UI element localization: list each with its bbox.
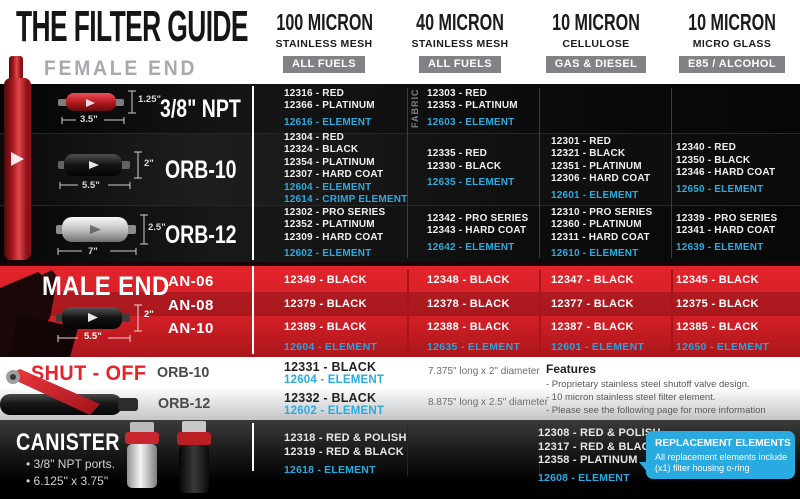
female-row-orb10-bg: [0, 133, 800, 206]
divider-canister-1: [407, 424, 408, 476]
divider-male-3: [671, 270, 673, 352]
male-cell: 12389 - BLACK: [284, 321, 367, 333]
divider-col3-col4: [671, 88, 672, 258]
shutoff-size: 8.875" long x 2.5" diameter: [428, 397, 548, 408]
cell-orb10-100micron: 12304 - RED 12324 - BLACK 12354 - PLATIN…: [284, 131, 408, 206]
male-cell: 12345 - BLACK: [676, 274, 759, 286]
male-end-heading: MALE END: [42, 271, 170, 301]
shutoff-part: 12331 - BLACK: [284, 360, 377, 374]
male-element-cell: 12635 - ELEMENT: [427, 341, 521, 353]
page-title: THE FILTER GUIDE: [16, 2, 249, 51]
row-label-orb10: ORB-10: [165, 156, 237, 184]
column-header-40-micron: 40 MICRON STAINLESS MESH ALL FUELS: [392, 10, 528, 73]
canister-product-photo: [125, 421, 211, 493]
male-an08-stripe: [0, 292, 800, 316]
npt-filter-image: [58, 90, 136, 124]
male-length-dim: 5.5": [84, 331, 102, 342]
npt-length-dim: 3.5": [80, 114, 98, 125]
canister-heading: CANISTER: [16, 429, 120, 456]
shutoff-row1-bg: [0, 357, 800, 389]
male-cell: 12379 - BLACK: [284, 298, 367, 310]
shutoff-part: 12332 - BLACK: [284, 391, 377, 405]
orb10-filter-image: [58, 151, 142, 189]
shutoff-valve-product-photo: [0, 369, 138, 415]
male-element-cell: 12650 - ELEMENT: [676, 341, 770, 353]
fuel-badge: GAS & DIESEL: [545, 56, 647, 73]
male-cell: 12387 - BLACK: [551, 321, 634, 333]
divider-col2-col3: [539, 88, 540, 258]
divider-male-1: [407, 270, 409, 352]
male-filter-image: [56, 304, 142, 342]
orb12-filter-image: [56, 214, 148, 255]
male-fitting-product-photo: [0, 270, 78, 357]
orb12-height-dim: 2.5": [148, 222, 166, 233]
cell-orb12-40micron: 12342 - PRO SERIES 12343 - HARD COAT 126…: [427, 212, 529, 253]
shutoff-features: Features - Proprietary stainless steel s…: [546, 362, 766, 416]
cell-orb10-microglass: 12340 - RED 12350 - BLACK 12346 - HARD C…: [676, 142, 776, 195]
male-element-cell: 12604 - ELEMENT: [284, 341, 378, 353]
orb12-length-dim: 7": [88, 246, 98, 257]
row-label-orb12: ORB-12: [165, 221, 237, 249]
row-label-npt: 3/8" NPT: [160, 95, 241, 123]
male-row-label-an08: AN-08: [168, 297, 214, 314]
cell-orb10-40micron: 12335 - RED 12330 - BLACK 12635 - ELEMEN…: [427, 148, 515, 189]
canister-bullets: • 3/8" NPT ports. • 6.125" x 3.75": [26, 457, 115, 488]
cell-canister-100micron: 12318 - RED & POLISH 12319 - RED & BLACK…: [284, 432, 407, 476]
callout-tail: [639, 462, 649, 474]
male-cell: 12377 - BLACK: [551, 298, 634, 310]
column-header-10-micron-microglass: 10 MICRON MICRO GLASS E85 / ALCOHOL: [664, 10, 800, 73]
male-row-label-an06: AN-06: [168, 273, 214, 290]
divider-male-2: [539, 270, 541, 352]
fuel-badge: ALL FUELS: [419, 56, 501, 73]
orb10-height-dim: 2": [144, 158, 154, 169]
divider-labels-data-canister: [252, 423, 254, 471]
cell-npt-40micron: 12303 - RED 12353 - PLATINUM 12603 - ELE…: [427, 87, 518, 128]
shutoff-row-label-orb12: ORB-12: [158, 395, 211, 412]
male-cell: 12378 - BLACK: [427, 298, 510, 310]
divider-col1-col2: [407, 88, 408, 258]
divider-labels-data-male: [252, 266, 254, 354]
male-element-cell: 12601 - ELEMENT: [551, 341, 645, 353]
divider-canister-2: [539, 424, 540, 476]
callout-title: REPLACEMENT ELEMENTS: [655, 437, 791, 449]
cell-orb10-cellulose: 12301 - RED 12321 - BLACK 12351 - PLATIN…: [551, 135, 651, 201]
cell-orb12-microglass: 12339 - PRO SERIES 12341 - HARD COAT 126…: [676, 212, 778, 253]
cell-canister-cellulose: 12308 - RED & POLISH 12317 - RED & BLACK…: [538, 427, 661, 484]
female-end-heading: FEMALE END: [44, 57, 198, 80]
cell-orb12-100micron: 12302 - PRO SERIES 12352 - PLATINUM 1230…: [284, 206, 386, 260]
red-filter-product-photo: [4, 56, 31, 260]
shutoff-size: 7.375" long x 2" diameter: [428, 366, 540, 377]
shutoff-heading: SHUT - OFF: [31, 362, 147, 385]
fuel-badge: E85 / ALCOHOL: [679, 56, 785, 73]
male-height-dim: 2": [144, 309, 154, 320]
shutoff-row-label-orb10: ORB-10: [157, 364, 210, 381]
male-cell: 12375 - BLACK: [676, 298, 759, 310]
features-title: Features: [546, 362, 597, 376]
column-header-10-micron-cellulose: 10 MICRON CELLULOSE GAS & DIESEL: [528, 10, 664, 73]
male-cell: 12385 - BLACK: [676, 321, 759, 333]
fuel-badge: ALL FUELS: [283, 56, 365, 73]
fabric-note: FABRIC: [410, 88, 420, 129]
replacement-elements-callout: REPLACEMENT ELEMENTS All replacement ele…: [639, 431, 795, 479]
column-header-100-micron: 100 MICRON STAINLESS MESH ALL FUELS: [256, 10, 392, 73]
divider-labels-data-female: [252, 86, 254, 260]
shutoff-element: 12602 - ELEMENT: [284, 405, 385, 417]
male-cell: 12348 - BLACK: [427, 274, 510, 286]
callout-body: All replacement elements include (x1) fi…: [655, 452, 788, 473]
male-end-band-bg: [0, 262, 800, 357]
male-cell: 12347 - BLACK: [551, 274, 634, 286]
npt-height-dim: 1.25": [138, 94, 161, 105]
orb10-length-dim: 5.5": [82, 180, 100, 191]
cell-npt-100micron: 12316 - RED 12366 - PLATINUM 12616 - ELE…: [284, 87, 375, 128]
male-cell: 12349 - BLACK: [284, 274, 367, 286]
female-row-npt-bg: [0, 84, 800, 133]
male-cell: 12388 - BLACK: [427, 321, 510, 333]
cell-orb12-cellulose: 12310 - PRO SERIES 12360 - PLATINUM 1231…: [551, 206, 653, 260]
shutoff-element: 12604 - ELEMENT: [284, 374, 385, 386]
male-row-label-an10: AN-10: [168, 320, 214, 337]
